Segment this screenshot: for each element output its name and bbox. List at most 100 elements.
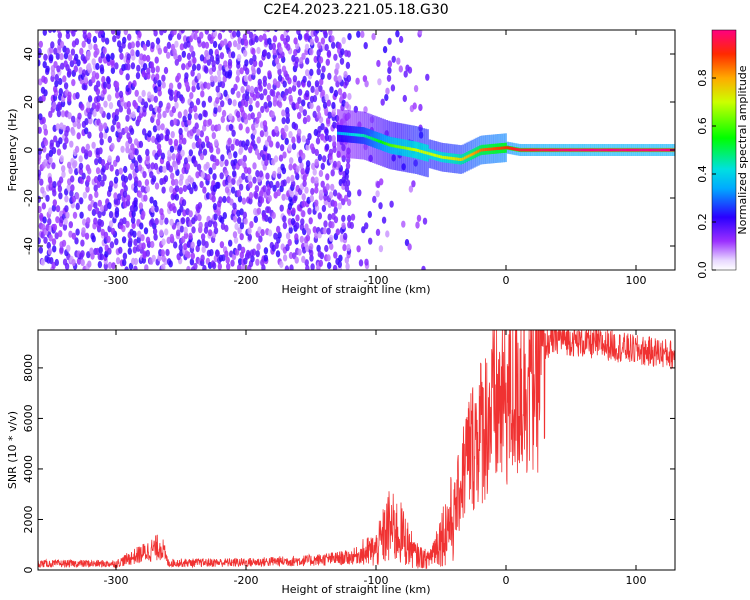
heatmap-cell [211,132,216,140]
heatmap-cell [66,244,71,252]
heatmap-cell [145,39,151,48]
heatmap-cell [239,222,245,230]
heatmap-cell [347,92,352,101]
heatmap-cell [308,217,313,225]
heatmap-cell [287,144,293,152]
heatmap-cell [227,152,233,160]
heatmap-cell [282,179,287,187]
heatmap-cell [149,196,154,204]
heatmap-cell [178,243,183,251]
heatmap-cell [367,210,372,219]
heatmap-cell [347,33,352,41]
heatmap-cell [200,171,206,179]
heatmap-cell [97,174,102,182]
heatmap-cell [107,135,113,144]
heatmap-cell [65,211,70,219]
heatmap-cell [144,179,150,187]
heatmap-cell [47,218,52,226]
heatmap-cell [398,35,404,44]
heatmap-cell [80,250,85,258]
heatmap-cell [272,170,277,178]
heatmap-cell [242,154,247,163]
heatmap-cell [176,72,181,80]
heatmap-cell [110,52,115,61]
heatmap-cell [71,115,76,123]
ridge-peak [602,148,605,152]
heatmap-cell [314,186,319,194]
heatmap-cell [333,216,339,224]
heatmap-cell [387,66,392,74]
heatmap-cell [345,162,351,170]
ridge-peak [553,148,556,152]
ridge-peak [582,148,585,152]
colorbar-tick-label: 0.6 [696,117,709,135]
heatmap-cell [204,135,210,143]
x-tick-label: -200 [234,274,259,287]
heatmap-cell [252,162,257,170]
heatmap-cell [252,59,258,67]
heatmap-cell [305,143,310,151]
heatmap-cell [231,129,236,137]
heatmap-cell [39,178,44,186]
heatmap-cell [241,172,246,180]
heatmap-cell [106,77,111,85]
ridge-peak [442,155,445,159]
heatmap-cell [341,214,346,222]
heatmap-cell [151,135,156,143]
ridge-peak [426,151,429,155]
heatmap-cell [70,184,75,192]
heatmap-cell [326,99,331,107]
heatmap-cell [239,67,244,75]
heatmap-cell [284,137,289,145]
heatmap-cell [43,138,49,147]
heatmap-cell [282,254,288,262]
heatmap-cell [76,59,81,67]
heatmap-cell [248,97,253,105]
heatmap-cell [137,191,143,199]
heatmap-cell [412,102,417,110]
heatmap-cell [60,62,65,70]
heatmap-cell [157,47,162,55]
heatmap-cell [403,70,408,78]
heatmap-cell [266,94,271,102]
heatmap-cell [51,30,57,33]
ridge-peak [358,133,361,137]
heatmap-cell [183,226,188,234]
ridge-peak [467,154,470,158]
heatmap-cell [311,162,316,170]
ridge-peak [459,158,462,161]
heatmap-cell [324,244,329,253]
heatmap-cell [325,58,330,66]
heatmap-cell [127,33,132,41]
heatmap-cell [38,47,42,56]
heatmap-cell [281,117,286,125]
heatmap-cell [145,148,150,156]
heatmap-cell [48,156,53,164]
heatmap-cell [99,219,105,228]
heatmap-cell [301,152,306,160]
heatmap-cell [51,147,57,155]
heatmap-cell [71,30,76,37]
heatmap-cell [266,206,272,214]
heatmap-cell [299,162,304,170]
heatmap-cell [97,199,103,207]
heatmap-cell [59,53,64,61]
heatmap-cell [291,84,297,92]
heatmap-cell [324,43,329,52]
heatmap-cell [82,191,88,199]
heatmap-cell [159,30,164,36]
heatmap-cell [152,125,158,133]
heatmap-cell [110,58,115,66]
heatmap-cell [252,93,257,101]
heatmap-cell [131,111,136,119]
heatmap-cell [168,82,174,90]
heatmap-cell [71,79,76,87]
heatmap-cell [324,134,330,142]
y-tick-label: 20 [22,95,35,109]
heatmap-cell [41,75,46,83]
heatmap-cell [93,184,98,192]
heatmap-cell [262,75,267,83]
heatmap-cell [143,194,148,202]
ridge-peak [438,155,441,158]
